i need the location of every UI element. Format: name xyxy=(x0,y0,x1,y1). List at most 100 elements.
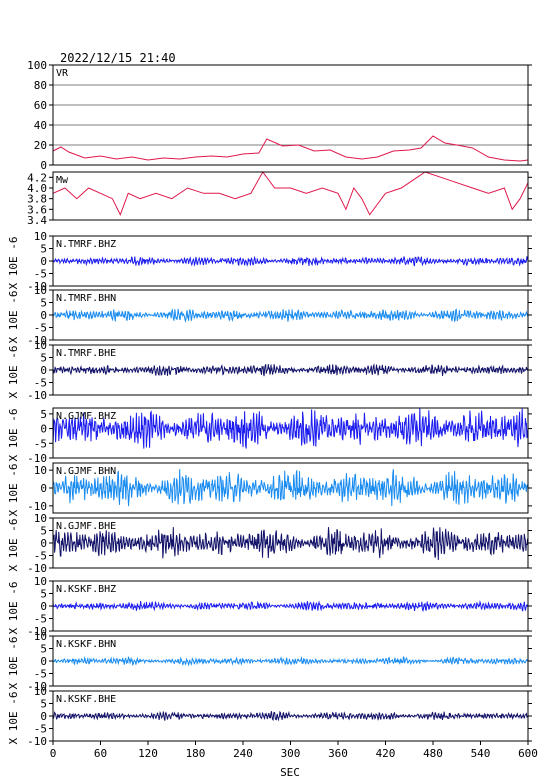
y-unit-label: X 10E -6 xyxy=(7,464,20,517)
y-tick-label: -5 xyxy=(34,723,47,736)
y-tick-label: 10 xyxy=(34,464,47,477)
timestamp-label: 2022/12/15 21:40 xyxy=(60,51,176,65)
panel-n-gjmf-bhn: -10 0 10 N.GJMF.BHN X 10E -6 xyxy=(7,462,532,517)
y-tick-label: -10 xyxy=(27,625,47,638)
y-tick-label: 0 xyxy=(40,710,47,723)
y-tick-label: 4.2 xyxy=(27,171,47,184)
y-tick-label: 10 xyxy=(34,230,47,243)
x-tick-label: 240 xyxy=(233,747,253,760)
x-tick-label: 540 xyxy=(471,747,491,760)
series-line xyxy=(52,710,529,722)
y-unit-label: X 10E -6 xyxy=(7,346,20,399)
y-unit-label: X 10E -6 xyxy=(7,409,20,462)
x-tick-label: 600 xyxy=(518,747,538,760)
x-tick-label: 420 xyxy=(376,747,396,760)
x-axis-label: SEC xyxy=(280,766,300,779)
y-tick-label: 5 xyxy=(40,588,47,601)
panel-title: N.KSKF.BHZ xyxy=(56,584,116,595)
y-tick-label: 0 xyxy=(40,423,47,436)
y-tick-label: 5 xyxy=(40,698,47,711)
panel-title: N.TMRF.BHZ xyxy=(56,239,116,250)
y-tick-label: -10 xyxy=(27,562,47,575)
x-tick-label: 0 xyxy=(50,747,57,760)
y-tick-label: 5 xyxy=(40,408,47,421)
y-tick-label: 10 xyxy=(34,685,47,698)
x-tick-label: 120 xyxy=(138,747,158,760)
panel-frame xyxy=(52,64,529,166)
y-tick-label: -5 xyxy=(34,550,47,563)
x-tick-label: 300 xyxy=(281,747,301,760)
y-tick-label: 0 xyxy=(40,159,47,172)
y-tick-label: -5 xyxy=(34,322,47,335)
panel-vr: 0 20 40 60 80 100 VR xyxy=(27,59,532,172)
y-tick-label: -10 xyxy=(27,389,47,402)
y-tick-label: 0 xyxy=(40,364,47,377)
y-tick-label: 10 xyxy=(34,284,47,297)
panel-title: N.TMRF.BHN xyxy=(56,293,116,304)
panel-title: N.KSKF.BHN xyxy=(56,639,116,650)
y-tick-label: 10 xyxy=(34,630,47,643)
y-tick-label: 0 xyxy=(40,600,47,613)
x-axis: 0 60 120 180 240 300 360 420 480 540 600 xyxy=(50,741,538,760)
y-tick-label: 100 xyxy=(27,59,47,72)
series-line xyxy=(52,469,529,507)
y-tick-label: -10 xyxy=(27,452,47,465)
y-tick-label: 20 xyxy=(34,139,47,152)
y-tick-label: 3.8 xyxy=(27,193,47,206)
y-tick-label: -5 xyxy=(34,613,47,626)
y-tick-label: -5 xyxy=(34,437,47,450)
series-line xyxy=(52,171,529,216)
x-tick-label: 480 xyxy=(423,747,443,760)
y-tick-label: -5 xyxy=(34,668,47,681)
panel-n-gjmf-bhz: -10 -50 5 N.GJMF.BHZ X 10E -6 xyxy=(7,407,532,465)
panel-title: N.KSKF.BHE xyxy=(56,694,116,705)
y-unit-label: X 10E -6 xyxy=(7,637,20,690)
x-tick-label: 360 xyxy=(328,747,348,760)
y-tick-label: 5 xyxy=(40,352,47,365)
y-tick-label: 3.6 xyxy=(27,203,47,216)
panel-title: Mw xyxy=(56,175,69,186)
y-tick-label: -10 xyxy=(27,500,47,513)
panel-frame xyxy=(52,407,529,459)
y-tick-label: 0 xyxy=(40,309,47,322)
y-unit-label: X 10E -6 xyxy=(7,237,20,290)
y-tick-label: 80 xyxy=(34,79,47,92)
y-tick-label: 0 xyxy=(40,482,47,495)
y-tick-label: 0 xyxy=(40,537,47,550)
series-line xyxy=(52,135,529,162)
y-tick-label: 10 xyxy=(34,339,47,352)
y-tick-label: 40 xyxy=(34,119,47,132)
y-unit-label: X 10E -6 xyxy=(7,519,20,572)
y-tick-label: 5 xyxy=(40,297,47,310)
panel-frame xyxy=(52,171,529,221)
panel-title: VR xyxy=(56,68,69,79)
y-tick-label: 10 xyxy=(34,575,47,588)
y-tick-label: 5 xyxy=(40,643,47,656)
y-tick-label: -5 xyxy=(34,268,47,281)
y-unit-label: X 10E -6 xyxy=(7,692,20,745)
series-line xyxy=(52,363,529,377)
series-line xyxy=(52,408,529,449)
y-tick-label: -10 xyxy=(27,680,47,693)
series-line xyxy=(52,255,529,267)
panel-title: N.GJMF.BHZ xyxy=(56,411,116,422)
x-tick-label: 180 xyxy=(186,747,206,760)
y-tick-label: -10 xyxy=(27,735,47,748)
y-tick-label: -10 xyxy=(27,280,47,293)
panel-title: N.GJMF.BHN xyxy=(56,466,116,477)
series-line xyxy=(52,308,529,323)
series-line xyxy=(52,527,529,561)
y-tick-label: 5 xyxy=(40,243,47,256)
y-tick-label: -5 xyxy=(34,377,47,390)
y-tick-label: 4.0 xyxy=(27,182,47,195)
y-tick-label: 0 xyxy=(40,255,47,268)
